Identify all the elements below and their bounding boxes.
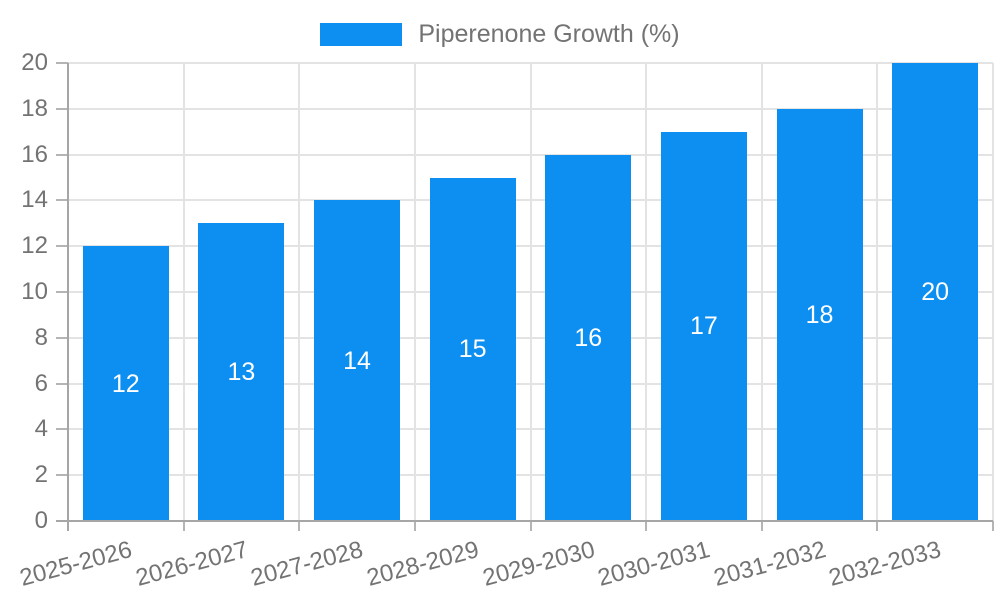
y-tick-label: 12 bbox=[21, 232, 48, 260]
grid-line-vertical bbox=[876, 63, 879, 531]
y-tick-mark bbox=[56, 474, 68, 477]
y-tick-label: 14 bbox=[21, 186, 48, 214]
bar[interactable] bbox=[545, 154, 632, 521]
x-tick-mark bbox=[876, 521, 879, 531]
bar-value-label: 20 bbox=[921, 278, 950, 306]
bar[interactable] bbox=[314, 200, 401, 521]
grid-line-horizontal bbox=[58, 62, 993, 64]
grid-line-horizontal bbox=[58, 474, 993, 477]
bar[interactable] bbox=[892, 63, 979, 521]
y-tick-label: 18 bbox=[21, 94, 48, 122]
bar-value-label: 16 bbox=[574, 323, 603, 352]
x-tick-mark bbox=[413, 521, 416, 531]
y-tick-label: 2 bbox=[34, 461, 48, 489]
grid-line-horizontal bbox=[58, 153, 993, 156]
grid-line-horizontal bbox=[58, 107, 993, 110]
bar[interactable] bbox=[198, 223, 285, 521]
bar[interactable] bbox=[82, 246, 169, 521]
x-tick-mark bbox=[182, 521, 185, 531]
bar[interactable] bbox=[776, 108, 863, 521]
bar-value-label: 15 bbox=[458, 335, 487, 364]
bar-value-label: 18 bbox=[805, 300, 834, 329]
legend-swatch-icon bbox=[320, 23, 403, 46]
grid-line-horizontal bbox=[58, 291, 993, 293]
bar[interactable] bbox=[660, 131, 747, 521]
y-tick-mark bbox=[56, 199, 68, 202]
y-tick-mark bbox=[56, 245, 68, 248]
grid-line-horizontal bbox=[58, 199, 993, 202]
x-tick-label: 2030-2031 bbox=[595, 536, 713, 592]
legend[interactable]: Piperenone Growth (%) bbox=[0, 20, 1000, 49]
y-tick-label: 0 bbox=[34, 507, 48, 534]
grid-line-horizontal bbox=[58, 382, 993, 385]
grid-line-vertical bbox=[413, 63, 416, 531]
grid-line-horizontal bbox=[58, 245, 993, 248]
grid-line-vertical bbox=[529, 63, 532, 531]
y-tick-label: 16 bbox=[21, 140, 48, 168]
bar-value-label: 12 bbox=[111, 369, 140, 398]
y-tick-label: 8 bbox=[34, 323, 48, 351]
grid-line-vertical bbox=[645, 63, 648, 531]
x-tick-mark bbox=[992, 521, 994, 531]
x-tick-label: 2032-2033 bbox=[826, 536, 945, 592]
x-tick-mark bbox=[529, 521, 532, 531]
y-tick-mark bbox=[56, 107, 68, 110]
grid-line-vertical bbox=[760, 63, 763, 531]
grid-line-vertical bbox=[992, 63, 994, 531]
y-tick-label: 10 bbox=[21, 278, 48, 305]
x-tick-mark bbox=[645, 521, 648, 531]
x-tick-label: 2026-2027 bbox=[132, 536, 251, 592]
legend-label: Piperenone Growth (%) bbox=[418, 20, 680, 48]
x-tick-label: 2028-2029 bbox=[363, 536, 482, 592]
grid-line-vertical bbox=[182, 63, 185, 531]
x-tick-mark bbox=[760, 521, 763, 531]
bar-value-label: 13 bbox=[227, 358, 256, 387]
y-tick-label: 4 bbox=[34, 415, 48, 443]
x-axis-line bbox=[56, 520, 993, 522]
y-tick-mark bbox=[56, 291, 68, 293]
x-tick-label: 2029-2030 bbox=[479, 536, 598, 592]
bar-value-label: 17 bbox=[690, 312, 718, 341]
bar-value-label: 14 bbox=[343, 346, 371, 375]
y-tick-mark bbox=[56, 336, 68, 339]
y-axis-line bbox=[67, 63, 69, 531]
x-tick-label: 2031-2032 bbox=[710, 536, 829, 592]
y-tick-mark bbox=[56, 62, 68, 64]
y-tick-label: 6 bbox=[34, 369, 48, 397]
grid-line-horizontal bbox=[58, 428, 993, 431]
grid-line-vertical bbox=[298, 63, 301, 531]
bar[interactable] bbox=[429, 177, 516, 521]
x-tick-mark bbox=[298, 521, 301, 531]
y-tick-mark bbox=[56, 428, 68, 431]
y-tick-label: 20 bbox=[21, 49, 48, 76]
y-tick-mark bbox=[56, 382, 68, 385]
y-tick-mark bbox=[56, 153, 68, 156]
grid-line-horizontal bbox=[58, 336, 993, 339]
x-tick-label: 2025-2026 bbox=[16, 536, 135, 592]
x-tick-label: 2027-2028 bbox=[248, 536, 367, 592]
